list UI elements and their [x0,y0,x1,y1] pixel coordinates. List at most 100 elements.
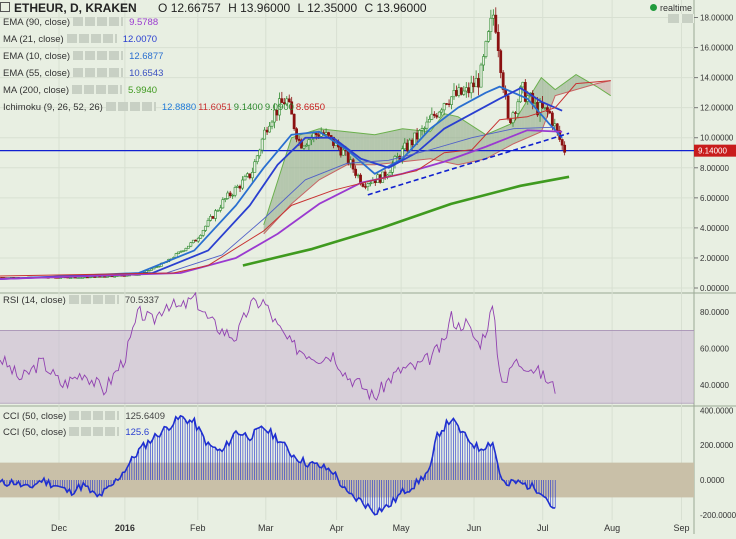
candle-body [233,187,237,196]
realtime-indicator: realtime [649,3,692,13]
candle-body [231,194,235,197]
candle-body [206,220,210,227]
candle-body [221,199,225,209]
candle-body [191,239,195,244]
ichimoku-cloud [477,129,481,161]
indicator-legend-row[interactable]: MA (21, close) 12.0070 [3,34,157,45]
candle-body [277,98,281,116]
ichimoku-cloud [316,128,320,183]
candle-body [68,277,72,279]
cci-line [0,414,556,516]
cci-legend-row[interactable]: CCI (50, close) 125.6409 [3,411,165,422]
indicator-legend-row[interactable]: Ichimoku (9, 26, 52, 26) 12.8880 11.6051 9.… [3,102,325,113]
realtime-dot-icon [649,4,657,11]
indicator-legend-row[interactable]: MA (200, close) 5.9940 [3,85,157,96]
candle-body [327,132,330,136]
candle-body [98,276,102,278]
candle-body [250,172,254,179]
legend-label: EMA (55, close) [3,68,71,79]
price-pane [0,7,694,280]
candle-body [314,133,318,136]
legend-value: 70.5337 [124,295,160,306]
x-tick-label: Aug [604,523,620,533]
candle-body [93,276,97,278]
ichimoku-cloud [496,128,500,153]
candle-body [440,109,444,113]
cci-pane [0,414,694,516]
x-tick-label: 2016 [115,523,135,533]
legend-buttons[interactable] [69,411,120,420]
pane-controls[interactable] [668,14,694,23]
menu-icon[interactable] [0,2,10,12]
legend-buttons[interactable] [69,427,120,436]
candle-body [258,149,262,157]
candle-body [427,119,431,123]
legend-label: EMA (10, close) [3,51,71,62]
legend-buttons[interactable] [73,68,124,77]
candle-body [423,127,426,130]
candle-body [491,14,495,19]
ichimoku-cloud [322,129,325,179]
x-tick-label: Sep [674,523,690,533]
candle-body [194,239,198,242]
candle-body [459,87,463,95]
ichimoku-cloud [360,133,364,165]
candle-body [243,176,247,181]
candle-body [550,112,554,127]
ichimoku-cloud [521,104,525,141]
candle-body [543,107,547,109]
indicator-legend-row[interactable]: EMA (55, close) 10.6543 [3,68,163,79]
ohlc-readout: O 12.66757 H 13.96000 L 12.35000 C 13.96… [158,1,427,15]
candle-body [457,87,461,96]
candle-body [425,121,429,129]
candle-body [467,87,471,94]
legend-buttons[interactable] [68,295,119,304]
ichimoku-cloud [374,134,378,165]
ichimoku-cloud [508,123,511,147]
candle-body [273,109,276,123]
indicator-line [0,85,563,280]
candle-body [553,123,557,127]
candle-body [91,276,94,278]
indicator-line [0,87,563,280]
candle-body [265,129,269,133]
ichimoku-cloud [466,122,470,163]
legend-value: 9.1400 [233,102,263,113]
candle-body [86,276,89,279]
x-tick-label: Apr [330,523,344,533]
candle-body [373,180,377,183]
candle-body [182,250,185,252]
ichimoku-cloud [363,133,367,165]
candle-body [260,138,264,151]
candle-body [396,156,399,158]
indicator-legend-row[interactable]: EMA (10, close) 12.6877 [3,51,163,62]
legend-buttons[interactable] [72,85,122,94]
price-tick-label: 12.00000 [700,104,734,113]
cci-tick-label: 0.0000 [700,476,725,485]
candle-body [339,146,343,156]
candle-body [248,173,252,179]
cci-legend-row[interactable]: CCI (50, close) 125.6 [3,427,149,438]
ichimoku-cloud [499,127,503,152]
rsi-legend-row[interactable]: RSI (14, close) 70.5337 [3,295,159,306]
legend-buttons[interactable] [73,51,124,60]
legend-buttons[interactable] [73,17,124,26]
candle-body [538,102,542,116]
legend-value: 8.6650 [295,102,325,113]
legend-buttons[interactable] [105,102,156,111]
candle-body [361,183,365,187]
legend-label: MA (21, close) [3,34,64,45]
candle-body [290,101,294,115]
senkou-span-a [263,74,611,226]
legend-buttons[interactable] [66,34,117,43]
ichimoku-cloud [291,136,295,204]
candle-body [509,118,512,124]
candle-body [469,82,473,94]
price-tick-label: 4.00000 [700,224,729,233]
ichimoku-cloud [516,113,520,143]
indicator-legend-row[interactable]: EMA (90, close) 9.5788 [3,17,158,28]
candle-body [477,78,480,88]
candle-body [452,90,456,98]
candle-body [100,276,104,278]
